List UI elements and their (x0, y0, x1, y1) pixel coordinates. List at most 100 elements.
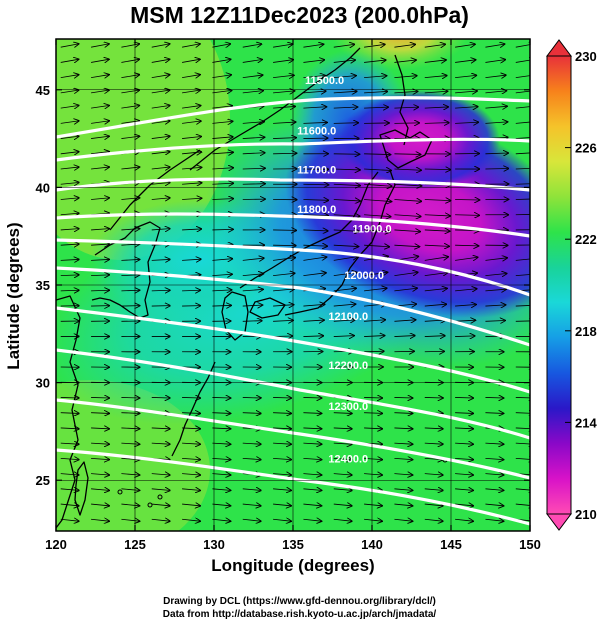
wind-arrow (303, 122, 326, 123)
wind-arrow (242, 122, 264, 124)
coastline-sakhalin (394, 54, 409, 146)
map-title: MSM 12Z11Dec2023 (200.0hPa) (130, 2, 469, 28)
wind-arrow (60, 44, 79, 47)
wind-arrow (364, 458, 382, 459)
wind-arrow (242, 519, 261, 521)
y-tick-label: 30 (36, 376, 50, 391)
wind-arrow (91, 489, 109, 491)
wind-arrow (424, 489, 443, 491)
height-contour-line (56, 96, 530, 139)
wind-arrow (455, 443, 473, 444)
wind-arrow (212, 474, 230, 475)
wind-arrow (394, 184, 421, 186)
wind-arrow (182, 75, 200, 78)
wind-arrow (333, 44, 354, 47)
wind-arrow (364, 245, 389, 247)
wind-arrow (121, 413, 139, 414)
wind-arrow (182, 504, 200, 506)
wind-arrow (212, 519, 230, 521)
wind-arrow (485, 397, 503, 398)
wind-arrow (151, 167, 170, 169)
wind-arrow (273, 458, 291, 459)
wind-arrow (364, 519, 382, 521)
wind-arrow (212, 489, 230, 491)
wind-arrow (242, 443, 261, 444)
wind-arrow (364, 154, 390, 155)
wind-arrow (333, 489, 352, 491)
wind-arrow (91, 504, 109, 506)
wind-arrow (455, 320, 475, 321)
wind-arrow (91, 105, 109, 108)
wind-arrow (515, 183, 530, 185)
wind-arrow (364, 428, 382, 429)
wind-arrow (485, 75, 505, 77)
wind-arrow (424, 107, 448, 108)
wind-arrow (212, 106, 232, 108)
wind-arrow (333, 184, 360, 185)
wind-arrow (364, 288, 387, 291)
wind-arrow (333, 272, 357, 275)
wind-arrow (151, 105, 170, 108)
wind-arrow (273, 443, 291, 444)
wind-arrow (121, 75, 139, 78)
wind-arrow (333, 76, 356, 78)
wind-arrow (91, 519, 109, 521)
wind-arrow (60, 244, 79, 245)
wind-arrow (273, 91, 294, 93)
wind-arrow (394, 397, 412, 398)
contour-label: 11600.0 (297, 126, 336, 138)
wind-arrow (151, 198, 170, 200)
wind-arrow (182, 290, 200, 291)
wind-arrow (303, 458, 321, 459)
wind-arrow (485, 458, 503, 459)
wind-arrow (182, 413, 200, 414)
wind-arrow (273, 305, 293, 306)
wind-arrow (91, 44, 109, 47)
wind-arrow (60, 198, 79, 200)
wind-arrow (394, 519, 412, 521)
wind-arrow (394, 458, 412, 459)
wind-arrow (394, 443, 412, 444)
wind-arrow (91, 443, 109, 444)
wind-arrow (91, 275, 109, 276)
wind-arrow (485, 258, 506, 261)
wind-arrow (424, 320, 446, 321)
wind-arrow (515, 106, 530, 109)
wind-arrow (394, 215, 420, 217)
colorbar-tick-label: 222 (575, 232, 597, 247)
wind-arrow (364, 44, 385, 47)
wind-arrow (515, 44, 530, 47)
wind-arrow (121, 458, 139, 459)
wind-arrow (424, 257, 448, 261)
wind-arrow (455, 122, 478, 123)
wind-arrow (273, 519, 291, 521)
wind-arrow (394, 336, 414, 337)
colorbar-top-extension (546, 39, 572, 57)
x-tick-label: 135 (282, 537, 304, 552)
wind-arrow (424, 44, 445, 47)
contour-label: 12400.0 (328, 454, 368, 466)
wind-arrow (121, 136, 139, 138)
wind-arrow (242, 289, 263, 290)
wind-arrow (182, 90, 200, 93)
wind-arrow (121, 229, 139, 230)
wind-arrow (151, 229, 170, 230)
wind-arrow (151, 136, 170, 138)
wind-arrow (273, 289, 294, 291)
wind-arrow (485, 443, 503, 444)
wind-arrow (60, 428, 79, 429)
wind-arrow (182, 44, 200, 47)
wind-arrow (273, 428, 291, 429)
wind-arrow (121, 121, 139, 123)
x-tick-label: 125 (124, 537, 146, 552)
wind-arrow (212, 413, 230, 414)
wind-arrow (394, 44, 415, 47)
wind-arrow (212, 229, 232, 230)
wind-arrow (273, 320, 293, 321)
wind-arrow (60, 105, 79, 108)
wind-arrow (333, 413, 352, 414)
wind-arrow (333, 199, 360, 200)
wind-arrow (242, 504, 261, 506)
wind-arrow (242, 321, 262, 322)
wind-arrow (60, 443, 79, 444)
